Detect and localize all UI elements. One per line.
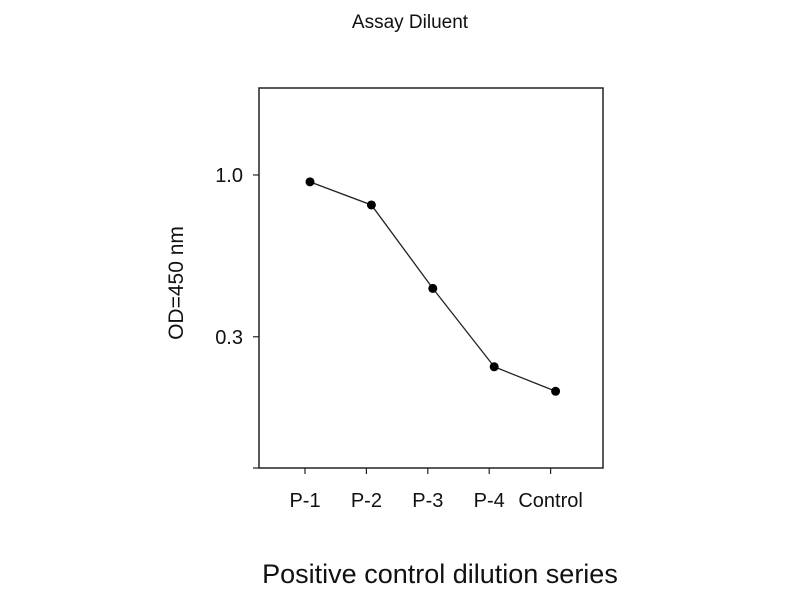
- data-point-p-4: [489, 362, 499, 372]
- chart-title: Assay Diluent: [352, 12, 469, 33]
- x-tick-label: P-3: [412, 490, 443, 512]
- data-point-p-1: [305, 177, 315, 187]
- data-point-p-3: [428, 283, 438, 293]
- x-tick-label: P-1: [289, 490, 320, 512]
- y-tick-label: 0.3: [215, 327, 243, 349]
- y-ticks: 1.0 0.3: [215, 165, 259, 469]
- x-axis-label: Positive control dilution series: [262, 559, 618, 589]
- x-tick-label: P-2: [351, 490, 382, 512]
- x-tick-label: Control: [518, 490, 582, 512]
- series: [305, 177, 561, 396]
- data-point-p-2: [366, 200, 376, 210]
- y-tick-label: 1.0: [215, 165, 243, 187]
- data-point-control: [551, 386, 561, 396]
- y-axis-label: OD=450 nm: [165, 226, 188, 340]
- x-ticks: P-1 P-2 P-3 P-4 Control: [289, 468, 583, 512]
- x-tick-label: P-4: [474, 490, 505, 512]
- plot-frame: [258, 87, 604, 469]
